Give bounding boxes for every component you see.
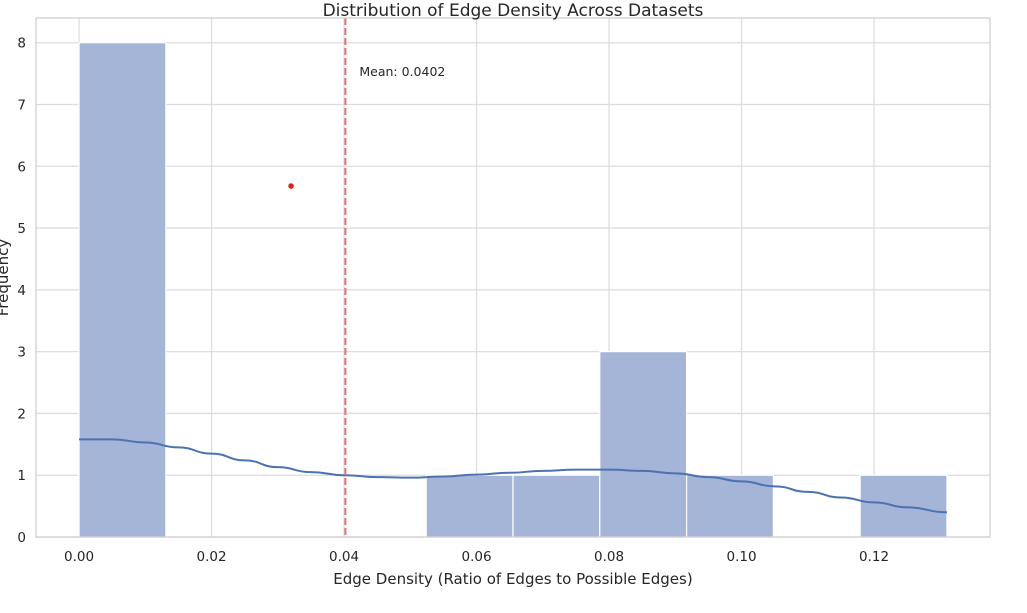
y-axis-label: Frequency [0,239,12,317]
histogram-bar [78,42,167,538]
y-tick-labels: 0 1 2 3 4 5 6 7 8 [17,36,26,546]
chart-title: Distribution of Edge Density Across Data… [323,1,704,21]
mean-annotation: Mean: 0.0402 [359,64,445,79]
mean-line-layer [288,18,347,537]
histogram-bars [78,42,948,538]
histogram-bar [859,474,948,538]
kde-curve [79,438,947,514]
y-tick-label: 1 [17,468,26,484]
histogram-bar [599,351,688,538]
data-point-marker [288,183,294,189]
x-tick-label: 0.08 [594,549,624,565]
y-tick-label: 3 [17,345,26,361]
x-tick-label: 0.10 [727,549,757,565]
y-tick-label: 8 [17,36,26,52]
histogram-bar [685,474,774,538]
x-tick-label: 0.06 [462,549,492,565]
y-tick-label: 4 [17,283,26,299]
kde-curve-layer [79,438,947,514]
histogram-bar [512,474,601,538]
y-tick-label: 7 [17,98,26,114]
y-tick-label: 2 [17,406,26,422]
x-axis-label: Edge Density (Ratio of Edges to Possible… [333,570,692,588]
x-tick-label: 0.00 [64,549,94,565]
histogram-bar [425,474,514,538]
x-tick-label: 0.02 [197,549,227,565]
y-tick-label: 5 [17,221,26,237]
plot-frame [35,17,991,538]
y-tick-label: 0 [17,530,26,546]
grid-lines [36,18,990,538]
x-tick-labels: 0.00 0.02 0.04 0.06 0.08 0.10 0.12 [64,549,889,565]
x-tick-label: 0.12 [859,549,889,565]
y-tick-label: 6 [17,159,26,175]
x-tick-label: 0.04 [329,549,359,565]
